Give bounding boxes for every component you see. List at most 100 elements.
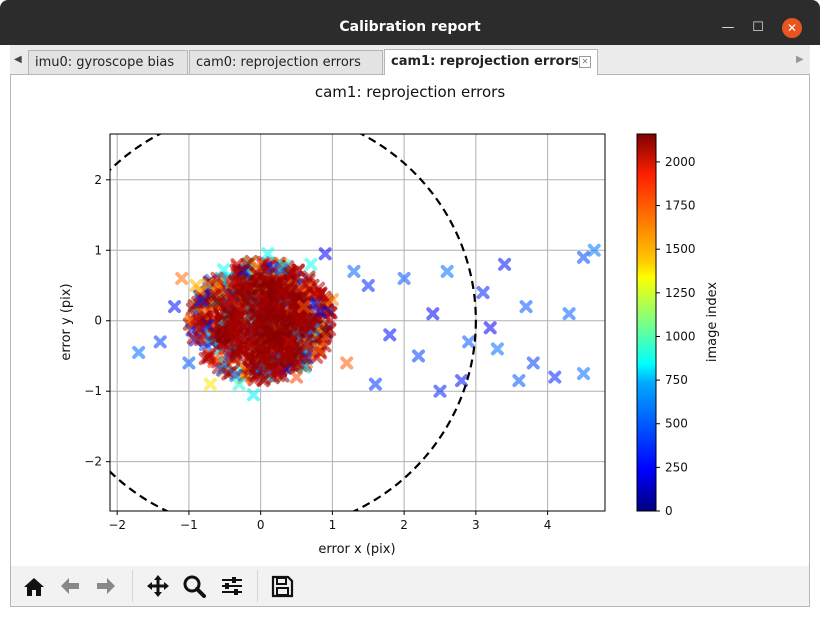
x-tick-label: 1 <box>329 518 337 532</box>
x-axis-label: error x (pix) <box>318 542 395 557</box>
forward-arrow-icon <box>97 578 115 594</box>
scatter-point <box>218 342 232 356</box>
scatter-point <box>368 377 382 391</box>
scatter-point <box>311 342 325 356</box>
colorbar-tick-label: 1250 <box>665 286 696 300</box>
colorbar-tick-label: 750 <box>665 373 688 387</box>
scatter-point <box>426 307 440 321</box>
home-button[interactable] <box>20 572 48 600</box>
scatter-point <box>235 292 249 306</box>
x-tick-label: 0 <box>257 518 265 532</box>
scatter-point <box>347 264 361 278</box>
scatter-point <box>215 330 229 344</box>
scatter-point <box>298 360 312 374</box>
scatter-point <box>304 257 318 271</box>
scatter-point <box>318 247 332 261</box>
scatter-point <box>483 321 497 335</box>
scatter-point <box>455 374 469 388</box>
error-bound-circle <box>110 134 477 511</box>
tab-bar: ◀ imu0: gyroscope bias cam0: reprojectio… <box>10 45 810 75</box>
scatter-point <box>189 279 203 293</box>
tab-scroll-right-icon[interactable]: ▶ <box>796 54 804 65</box>
scatter-point <box>498 257 512 271</box>
toolbar-separator <box>257 570 258 602</box>
scatter-point <box>263 356 277 370</box>
scatter-point <box>230 258 244 272</box>
colorbar-tick-label: 0 <box>665 504 673 518</box>
save-icon <box>271 575 294 598</box>
scatter-point <box>340 356 354 370</box>
scatter-point <box>245 288 259 302</box>
y-tick-label: −1 <box>84 384 102 398</box>
colorbar-tick-label: 2000 <box>665 155 696 169</box>
maximize-button[interactable]: ☐ <box>752 20 764 35</box>
scatter-point <box>202 347 216 361</box>
colorbar <box>636 133 657 512</box>
pan-icon <box>147 575 169 597</box>
tab-imu0-gyroscope-bias[interactable]: imu0: gyroscope bias <box>28 50 188 74</box>
close-tab-icon[interactable]: ✕ <box>579 56 591 68</box>
y-tick-label: 1 <box>94 243 102 257</box>
scatter-point <box>298 325 312 339</box>
scatter-point <box>278 307 292 321</box>
scatter-point <box>562 307 576 321</box>
scatter-point <box>229 369 243 383</box>
scatter-point <box>232 377 246 391</box>
colorbar-label: image index <box>705 282 720 362</box>
scatter-point <box>476 286 490 300</box>
scatter-point <box>275 263 289 277</box>
scatter-point <box>260 299 274 313</box>
scatter-point <box>251 358 265 372</box>
scatter-point <box>237 320 251 334</box>
scatter-point <box>275 339 289 353</box>
x-tick-label: −1 <box>180 518 198 532</box>
scatter-point <box>526 356 540 370</box>
scatter-point <box>225 293 239 307</box>
close-window-button[interactable]: ✕ <box>782 18 802 38</box>
colorbar-tick-label: 1000 <box>665 329 696 343</box>
scatter-point <box>297 300 311 314</box>
scatter-point <box>548 370 562 384</box>
scatter-point <box>587 243 601 257</box>
scatter-point <box>240 257 254 271</box>
scatter-point <box>313 305 327 319</box>
reprojection-error-plot: cam1: reprojection errors −2 −1 0 1 2 3 4 −2 −1 0… <box>11 76 809 565</box>
scatter-point <box>243 337 257 351</box>
x-tick-label: 4 <box>544 518 552 532</box>
scatter-point <box>275 286 289 300</box>
tab-cam0-reprojection-errors[interactable]: cam0: reprojection errors <box>189 50 383 74</box>
scatter-point <box>309 332 323 346</box>
axis-ticks: −2 −1 0 1 2 3 4 −2 −1 0 1 2 <box>84 173 551 532</box>
back-button[interactable] <box>56 572 84 600</box>
scatter-point <box>490 342 504 356</box>
scatter-point <box>186 331 200 345</box>
tab-cam1-reprojection-errors[interactable]: cam1: reprojection errors ✕ <box>384 49 598 75</box>
scatter-point <box>397 271 411 285</box>
scatter-point <box>233 343 247 357</box>
scatter-point <box>325 293 339 307</box>
scatter-point <box>314 287 328 301</box>
tab-scroll-left-icon[interactable]: ◀ <box>14 54 22 65</box>
scatter-point <box>246 388 260 402</box>
configure-subplots-icon <box>222 577 242 595</box>
minimize-button[interactable]: — <box>721 20 735 35</box>
pan-button[interactable] <box>144 572 172 600</box>
scatter-point <box>282 335 296 349</box>
scatter-point <box>302 270 316 284</box>
scatter-point <box>576 367 590 381</box>
x-tick-label: 2 <box>400 518 408 532</box>
scatter-point <box>182 356 196 370</box>
configure-subplots-button[interactable] <box>218 572 246 600</box>
scatter-point <box>290 304 304 318</box>
tab-label: cam1: reprojection errors <box>391 54 579 69</box>
zoom-button[interactable] <box>180 572 208 600</box>
save-button[interactable] <box>268 572 296 600</box>
scatter-point <box>286 265 300 279</box>
scatter-point <box>259 278 273 292</box>
scatter-point <box>153 335 167 349</box>
forward-button[interactable] <box>92 572 120 600</box>
scatter-point <box>512 374 526 388</box>
back-arrow-icon <box>61 578 79 594</box>
scatter-point <box>270 276 284 290</box>
window-titlebar: Calibration report — ☐ ✕ <box>0 0 820 45</box>
